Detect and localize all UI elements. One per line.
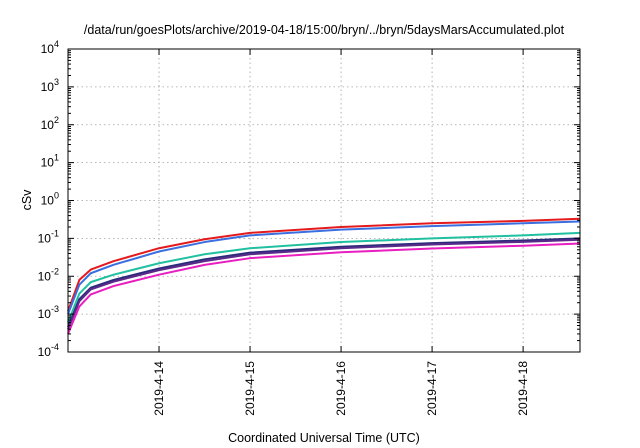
y-tick-label: 10-1 xyxy=(38,228,59,245)
grid-layer xyxy=(68,49,580,352)
y-tick-label: 104 xyxy=(41,39,59,56)
series-line-1 xyxy=(67,217,581,312)
y-axis-label: cSv xyxy=(20,189,34,211)
y-tick-label: 100 xyxy=(41,191,59,208)
series-layer xyxy=(67,217,581,335)
x-tick-label: 2019-4-16 xyxy=(334,361,348,416)
y-tick-label: 102 xyxy=(41,115,59,132)
tick-layer: 10-4 10-3 10-2 10-1 100 101 102 103 104 2019-4-14… xyxy=(38,39,580,416)
x-axis-label: Coordinated Universal Time (UTC) xyxy=(228,431,420,445)
y-tick-label: 10-3 xyxy=(38,304,59,321)
x-tick-label: 2019-4-18 xyxy=(516,361,530,416)
y-tick-label: 103 xyxy=(41,77,59,94)
x-tick-label: 2019-4-14 xyxy=(152,361,166,416)
y-tick-label: 101 xyxy=(41,153,59,170)
y-tick-label: 10-2 xyxy=(38,266,59,283)
chart-title: /data/run/goesPlots/archive/2019-04-18/1… xyxy=(84,23,565,37)
series-line-3 xyxy=(67,231,581,323)
y-tick-label: 10-4 xyxy=(38,342,59,359)
series-line-4 xyxy=(67,237,581,328)
series-line-2 xyxy=(67,220,581,315)
x-tick-label: 2019-4-17 xyxy=(425,361,439,416)
series-line-6 xyxy=(67,242,581,335)
x-tick-label: 2019-4-15 xyxy=(243,361,257,416)
series-line-5 xyxy=(67,238,581,330)
